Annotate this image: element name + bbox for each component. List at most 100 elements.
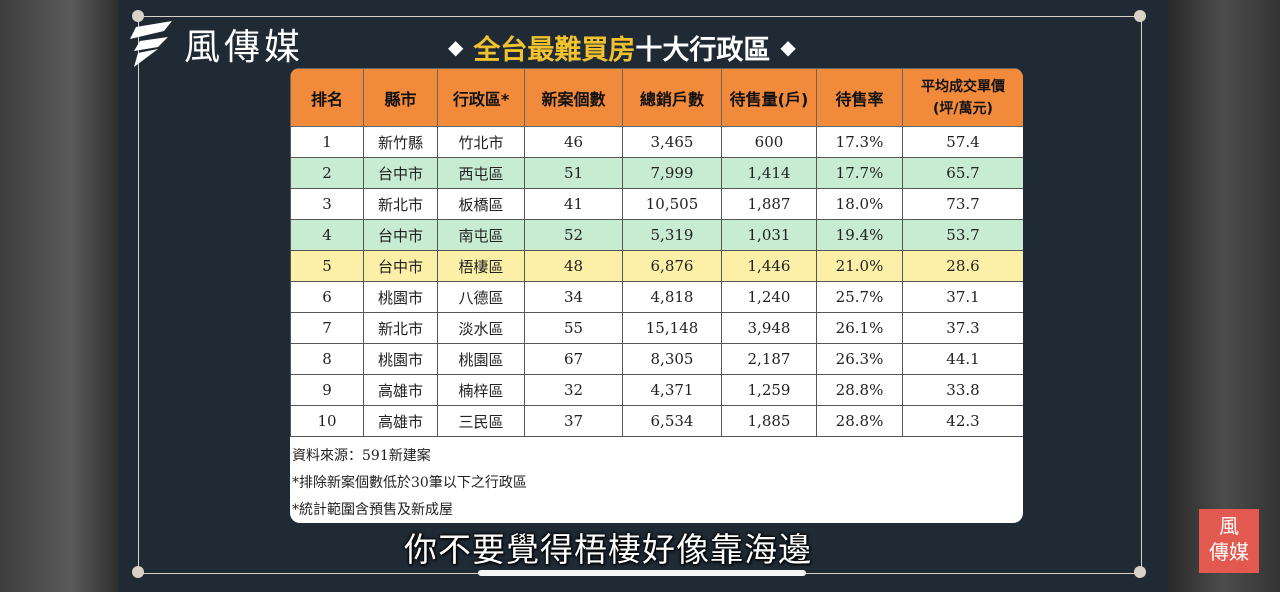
left-blurred-border [0,0,118,592]
header-total-units: 總銷戶數 [622,68,722,127]
table-cell: 淡水區 [437,312,525,344]
header-district: 行政區* [437,68,525,127]
table-cell: 桃園市 [363,281,438,313]
table-cell: 2,187 [721,343,817,375]
progress-scrubber[interactable] [478,570,806,576]
table-cell: 41 [524,188,623,220]
note-source: 資料來源：591新建案 [292,448,431,464]
table-cell: 37.3 [902,312,1023,344]
table-cell: 53.7 [902,219,1023,251]
table-cell: 1 [290,126,364,158]
table-cell: 9 [290,374,364,406]
frame-corner-dot [1134,10,1146,22]
table-row: 3 新北市 板橋區 41 10,505 1,887 18.0% 73.7 [290,188,1023,220]
table-cell: 28.8% [816,405,903,437]
table-cell: 6,876 [622,250,722,282]
table-cell: 32 [524,374,623,406]
table-header-row: 排名 縣市 行政區* 新案個數 總銷戶數 待售量(戶) 待售率 平均成交單價 (坪… [290,68,1023,127]
table-cell: 600 [721,126,817,158]
table-row: 10 高雄市 三民區 37 6,534 1,885 28.8% 42.3 [290,405,1023,437]
table-cell: 1,885 [721,405,817,437]
right-blurred-border [1168,0,1280,592]
table-cell: 1,414 [721,157,817,189]
table-cell: 19.4% [816,219,903,251]
table-cell: 67 [524,343,623,375]
table-cell: 6 [290,281,364,313]
table-cell: 4,371 [622,374,722,406]
table-cell: 7,999 [622,157,722,189]
table-cell: 8 [290,343,364,375]
data-card: 排名 縣市 行政區* 新案個數 總銷戶數 待售量(戶) 待售率 平均成交單價 (坪… [290,68,1023,523]
table-cell: 46 [524,126,623,158]
table-cell: 桃園市 [363,343,438,375]
note-scope: *統計範圍含預售及新成屋 [292,502,453,518]
table-cell: 10 [290,405,364,437]
watermark-stamp: 風 傳媒 [1199,509,1259,573]
table-cell: 73.7 [902,188,1023,220]
table-cell: 28.8% [816,374,903,406]
table-cell: 25.7% [816,281,903,313]
brand-logo: 風傳媒 [128,18,304,70]
table-cell: 板橋區 [437,188,525,220]
table-cell: 南屯區 [437,219,525,251]
header-new-cases: 新案個數 [524,68,623,127]
table-cell: 17.7% [816,157,903,189]
table-cell: 26.3% [816,343,903,375]
title-rest: 十大行政區 [635,34,771,66]
table-cell: 52 [524,219,623,251]
table-cell: 4 [290,219,364,251]
table-cell: 4,818 [622,281,722,313]
table-cell: 1,259 [721,374,817,406]
table-cell: 44.1 [902,343,1023,375]
table-cell: 28.6 [902,250,1023,282]
table-cell: 8,305 [622,343,722,375]
table-cell: 57.4 [902,126,1023,158]
diamond-icon: ◆ [780,35,796,59]
table-cell: 65.7 [902,157,1023,189]
table-cell: 17.3% [816,126,903,158]
table-row: 9 高雄市 楠梓區 32 4,371 1,259 28.8% 33.8 [290,374,1023,406]
table-cell: 21.0% [816,250,903,282]
table-cell: 3,948 [721,312,817,344]
table-cell: 48 [524,250,623,282]
table-row: 4 台中市 南屯區 52 5,319 1,031 19.4% 53.7 [290,219,1023,251]
logo-text: 風傳媒 [184,27,305,68]
table-cell: 55 [524,312,623,344]
table-cell: 3,465 [622,126,722,158]
table-row: 6 桃園市 八德區 34 4,818 1,240 25.7% 37.1 [290,281,1023,313]
table-cell: 台中市 [363,219,438,251]
table-cell: 竹北市 [437,126,525,158]
table-cell: 八德區 [437,281,525,313]
header-unsold-units: 待售量(戶) [721,68,817,127]
header-county: 縣市 [363,68,438,127]
frame-corner-dot [1134,566,1146,578]
frame-corner-dot [132,566,144,578]
table-row: 2 台中市 西屯區 51 7,999 1,414 17.7% 65.7 [290,157,1023,189]
table-cell: 1,031 [721,219,817,251]
table-cell: 15,148 [622,312,722,344]
table-cell: 37.1 [902,281,1023,313]
table-cell: 33.8 [902,374,1023,406]
table-cell: 51 [524,157,623,189]
frame-corner-dot [132,10,144,22]
header-rank: 排名 [290,68,364,127]
note-exclusion: *排除新案個數低於30筆以下之行政區 [292,475,527,491]
table-cell: 高雄市 [363,374,438,406]
header-avg-price: 平均成交單價 (坪/萬元) [902,68,1023,127]
table-cell: 台中市 [363,250,438,282]
table-cell: 26.1% [816,312,903,344]
table-row: 5 台中市 梧棲區 48 6,876 1,446 21.0% 28.6 [290,250,1023,282]
table-cell: 34 [524,281,623,313]
table-cell: 2 [290,157,364,189]
table-cell: 5 [290,250,364,282]
table-cell: 37 [524,405,623,437]
table-cell: 42.3 [902,405,1023,437]
table-cell: 1,240 [721,281,817,313]
table-row: 8 桃園市 桃園區 67 8,305 2,187 26.3% 44.1 [290,343,1023,375]
table-cell: 楠梓區 [437,374,525,406]
table-cell: 高雄市 [363,405,438,437]
table-cell: 桃園區 [437,343,525,375]
footnotes: 資料來源：591新建案 *排除新案個數低於30筆以下之行政區 *統計範圍含預售及… [290,437,1023,523]
video-subtitle: 你不要覺得梧棲好像靠海邊 [404,530,812,569]
table-cell: 台中市 [363,157,438,189]
